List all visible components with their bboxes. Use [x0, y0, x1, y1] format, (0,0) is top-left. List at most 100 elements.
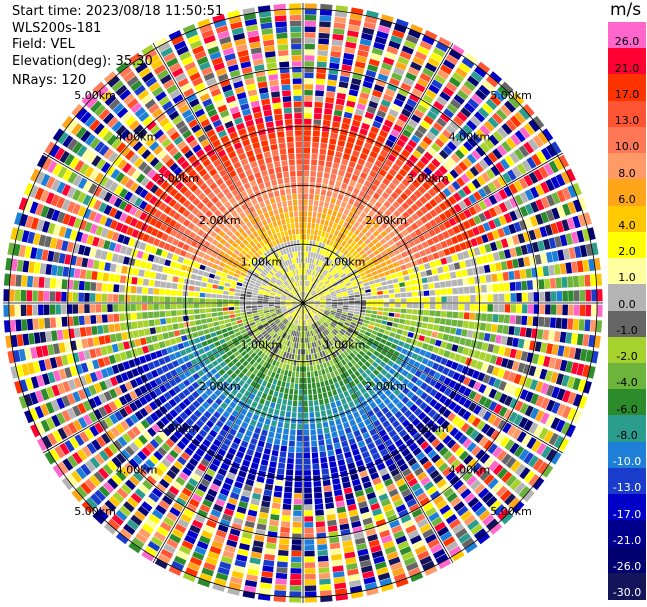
range-gate-cell [303, 292, 306, 298]
range-gate-cell [385, 259, 392, 265]
range-gate-cell [328, 286, 334, 290]
range-gate-cell [414, 51, 427, 61]
range-gate-cell [417, 518, 429, 529]
range-gate-cell [360, 387, 367, 395]
range-gate-cell [252, 456, 261, 464]
range-gate-cell [353, 200, 360, 208]
range-gate-cell [545, 304, 551, 315]
range-gate-cell [319, 306, 326, 309]
range-gate-cell [297, 313, 300, 319]
range-gate-cell [395, 504, 407, 513]
range-gate-cell [436, 478, 447, 489]
range-gate-cell [194, 514, 206, 524]
range-gate-cell [440, 341, 448, 349]
range-gate-cell [304, 89, 313, 96]
range-gate-cell [381, 281, 388, 286]
range-gate-cell [124, 285, 131, 293]
range-gate-cell [515, 246, 523, 257]
range-gate-cell [353, 454, 362, 462]
range-gate-cell [450, 98, 462, 110]
range-gate-cell [307, 217, 312, 223]
range-gate-cell [238, 470, 247, 478]
range-gate-cell [416, 492, 428, 502]
range-gate-cell [336, 224, 342, 231]
range-gate-cell [554, 331, 561, 342]
range-gate-cell [361, 219, 368, 227]
range-gate-cell [258, 416, 265, 424]
range-gate-cell [498, 314, 505, 323]
range-gate-cell [514, 130, 526, 143]
range-gate-cell [372, 299, 378, 303]
range-gate-cell [461, 329, 468, 337]
range-gate-cell [159, 311, 166, 318]
range-gate-cell [329, 396, 335, 403]
range-gate-cell [434, 381, 443, 390]
range-gate-cell [311, 324, 315, 330]
range-gate-cell [392, 397, 400, 405]
range-gate-cell [501, 123, 513, 135]
range-gate-cell [307, 295, 312, 300]
range-gate-cell [319, 9, 332, 16]
range-gate-cell [327, 317, 333, 322]
range-gate-cell [411, 339, 418, 346]
range-gate-cell [261, 392, 268, 400]
range-gate-cell [309, 312, 313, 318]
range-gate-cell [488, 134, 499, 146]
range-gate-cell [333, 109, 343, 117]
range-gate-cell [596, 304, 603, 317]
range-gate-cell [293, 394, 298, 401]
range-gate-cell [462, 157, 473, 168]
range-gate-cell [308, 400, 314, 407]
range-gate-cell [347, 414, 354, 421]
range-gate-cell [470, 115, 482, 127]
range-gate-cell [362, 431, 371, 440]
range-gate-cell [314, 229, 319, 236]
range-gate-cell [514, 400, 524, 412]
range-gate-cell [392, 261, 400, 268]
range-gate-cell [231, 388, 238, 396]
range-gate-cell [137, 505, 150, 517]
range-gate-cell [483, 333, 491, 342]
range-gate-cell [147, 311, 154, 319]
range-gate-cell [433, 100, 444, 111]
range-gate-cell [426, 360, 434, 368]
range-gate-cell [401, 45, 414, 55]
range-gate-cell [320, 317, 325, 322]
range-gate-cell [159, 296, 165, 303]
range-gate-cell [335, 151, 343, 158]
range-gate-cell [333, 343, 339, 350]
range-gate-cell [415, 388, 424, 397]
range-gate-cell [561, 276, 568, 288]
range-gate-cell [229, 314, 236, 319]
range-gate-cell [474, 432, 484, 444]
range-gate-cell [368, 466, 377, 475]
range-gate-cell [292, 336, 296, 343]
range-gate-cell [394, 333, 402, 340]
range-gate-cell [346, 166, 354, 174]
range-gate-cell [378, 246, 385, 253]
range-gate-cell [319, 296, 325, 299]
range-gate-cell [362, 27, 375, 36]
range-gate-cell [224, 397, 232, 405]
range-gate-cell [433, 402, 443, 411]
range-gate-cell [545, 144, 557, 158]
range-gate-cell [509, 247, 517, 258]
range-gate-cell [375, 282, 382, 287]
range-gate-cell [322, 178, 329, 185]
range-gate-cell [304, 562, 316, 568]
range-gate-cell [429, 310, 436, 316]
range-gate-cell [398, 429, 408, 438]
range-gate-cell [540, 211, 549, 224]
range-gate-cell [442, 86, 455, 97]
range-gate-cell [311, 440, 318, 447]
range-gate-cell [264, 400, 271, 407]
range-gate-cell [361, 147, 370, 155]
range-gate-cell [153, 450, 164, 461]
range-gate-cell [308, 304, 314, 307]
range-gate-cell [296, 319, 299, 325]
range-gate-cell [421, 277, 428, 284]
range-gate-cell [372, 452, 381, 461]
range-gate-cell [275, 433, 282, 440]
range-gate-cell [409, 231, 418, 239]
range-gate-cell [296, 313, 299, 319]
